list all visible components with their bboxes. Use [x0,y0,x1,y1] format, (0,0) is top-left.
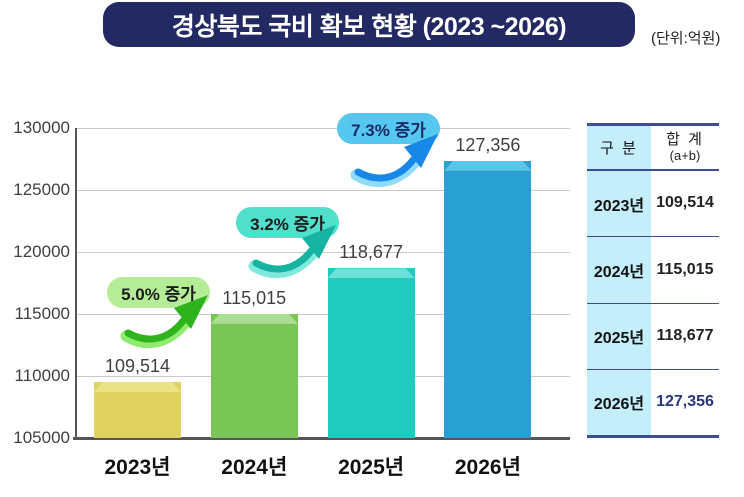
y-axis-line [75,128,77,439]
y-axis-tick-label: 110000 [14,366,70,385]
table-row-value: 109,514 [656,194,714,212]
gridline [77,376,570,377]
table-row: 2024년 115,015 [587,237,719,304]
table-header-total-label: 합 계 [666,131,704,149]
table-row-label: 2026년 [587,369,651,435]
bar-2025년 [327,268,415,438]
x-axis-label: 2026년 [454,456,521,479]
bar-value-label: 127,356 [455,134,521,155]
increase-badge-2026: 7.3% 증가 [337,113,440,144]
y-axis-tick-label: 105000 [13,428,70,447]
increase-badge-label: 3.2% 증가 [250,215,325,234]
table-row-value: 118,677 [656,326,714,344]
bar-2026년 [444,160,532,438]
bar-value-label: 115,015 [222,287,287,308]
table-row-value: 115,015 [656,260,714,278]
table-header-row: 구 분 합 계 (a+b) [587,126,719,171]
gridline [77,190,570,191]
bar-cap [444,160,532,171]
table-row: 2025년 118,677 [587,303,719,370]
table-row-value: 127,356 [656,393,714,411]
x-axis-line [73,437,570,440]
x-axis-label: 2024년 [221,456,288,479]
gridline [77,252,570,253]
y-axis-tick-label: 125000 [13,180,70,199]
bar-value-label: 109,514 [104,356,171,377]
table-row-label: 2023년 [587,171,651,237]
x-axis-label: 2023년 [104,456,171,479]
table-row-label: 2025년 [587,303,651,369]
increase-badge-label: 7.3% 증가 [351,121,426,140]
table-header-category: 구 분 [587,126,651,169]
increase-arrow-icon [120,295,208,349]
page-title: 경상북도 국비 확보 현황 (2023 ~2026) [171,12,567,41]
summary-table: 구 분 합 계 (a+b) 2023년 109,514 2024년 115,01… [587,123,719,438]
bar-cap [210,313,298,324]
increase-badge-label: 5.0% 증가 [121,285,196,304]
bar-cap [327,268,415,279]
table-row: 2026년 127,356 [587,369,719,435]
table-row-label: 2024년 [587,237,651,303]
title-banner: 경상북도 국비 확보 현황 (2023 ~2026) [103,2,635,47]
bar-value-label: 118,677 [339,242,403,263]
table-header-total: 합 계 (a+b) [651,126,719,169]
y-axis-tick-label: 130000 [13,118,70,137]
x-axis-label: 2025년 [338,456,405,479]
gridline [77,128,570,129]
table-row: 2023년 109,514 [587,171,719,238]
unit-label: (단위:억원) [651,30,721,47]
table-header-total-sub: (a+b) [669,147,701,163]
bar-cap [94,382,181,393]
gridline [77,314,570,315]
y-axis-tick-label: 115000 [14,304,70,323]
bar-2023년 [94,382,181,438]
bar-2024년 [210,313,298,438]
increase-arrow-icon [248,225,336,279]
increase-arrow-icon [350,134,438,188]
y-axis-tick-label: 120000 [13,242,70,261]
